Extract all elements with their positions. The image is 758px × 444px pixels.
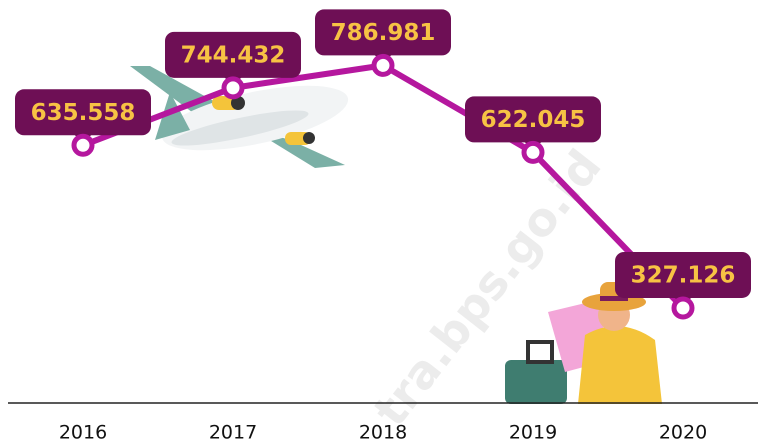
point: [374, 56, 392, 74]
point: [524, 143, 542, 161]
point: [224, 79, 242, 97]
x-tick-label: 2016: [59, 422, 107, 444]
x-tick-label: 2019: [509, 422, 557, 444]
traveler-illustration: [505, 282, 662, 404]
data-label: 622.045: [481, 107, 586, 133]
data-label: 635.558: [31, 100, 136, 126]
page: tra.bps.go.id 2016 2017 2018 2019 2020 635.55…: [0, 0, 758, 444]
x-tick-label: 2017: [209, 422, 257, 444]
data-label: 327.126: [631, 262, 736, 288]
data-label: 786.981: [331, 20, 436, 46]
point: [674, 299, 692, 317]
x-tick-label: 2018: [359, 422, 407, 444]
data-label: 744.432: [181, 42, 286, 68]
point: [74, 136, 92, 154]
x-tick-label: 2020: [659, 422, 707, 444]
chart: tra.bps.go.id 2016 2017 2018 2019 2020 635.55…: [0, 0, 758, 444]
watermark: tra.bps.go.id: [363, 139, 612, 436]
